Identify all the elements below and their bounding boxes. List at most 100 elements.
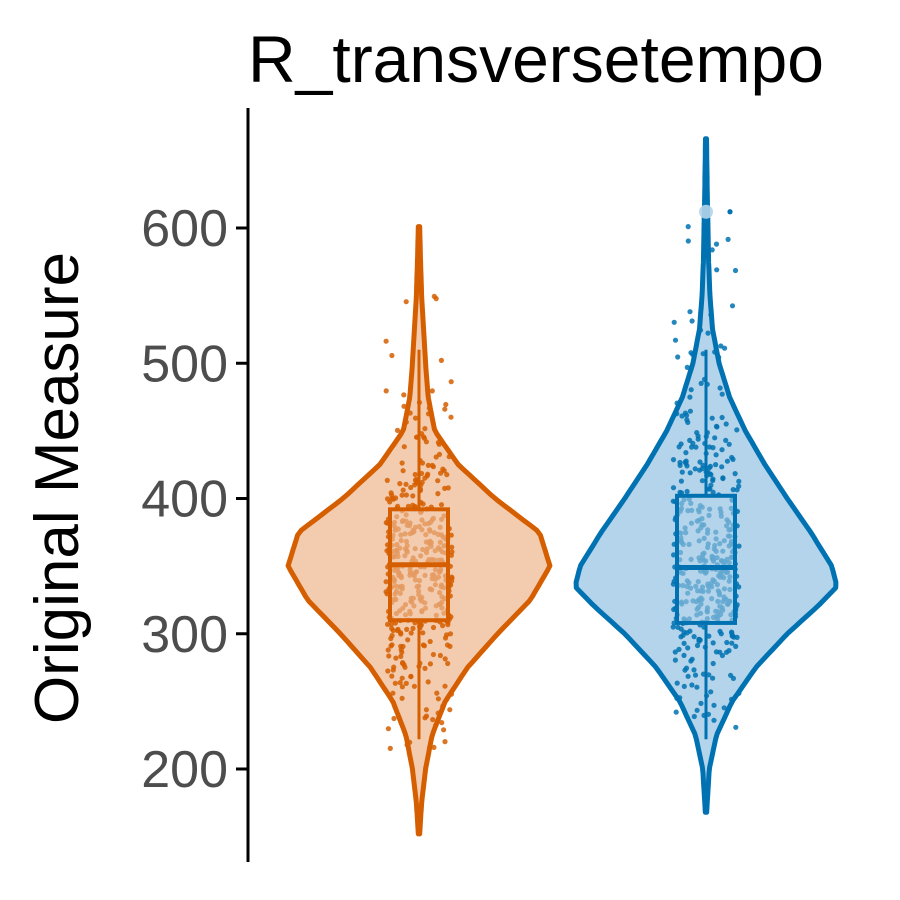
data-point	[410, 626, 415, 631]
data-point	[734, 427, 739, 432]
data-point	[711, 718, 716, 723]
data-point	[428, 661, 433, 666]
data-point	[689, 682, 694, 687]
data-point	[710, 676, 715, 681]
data-point	[730, 303, 735, 308]
data-point	[716, 355, 721, 360]
data-point	[413, 472, 418, 477]
data-point	[685, 645, 690, 650]
data-point	[733, 268, 738, 273]
data-point	[698, 328, 703, 333]
data-point	[720, 476, 725, 481]
data-point	[710, 476, 715, 481]
data-point	[712, 435, 717, 440]
data-point	[686, 238, 691, 243]
data-point	[724, 421, 729, 426]
data-point	[673, 649, 678, 654]
data-point	[445, 661, 450, 666]
data-point	[717, 650, 722, 655]
data-point	[679, 441, 684, 446]
data-point	[725, 459, 730, 464]
data-point	[727, 209, 732, 214]
data-point	[733, 471, 738, 476]
data-point	[393, 656, 398, 661]
data-point	[430, 388, 435, 393]
data-point	[444, 697, 449, 702]
data-point	[679, 413, 684, 418]
box-iqr	[677, 496, 735, 623]
data-point	[422, 666, 427, 671]
data-point	[401, 392, 406, 397]
data-point	[711, 703, 716, 708]
data-point	[718, 385, 723, 390]
violins	[288, 139, 836, 834]
data-point	[679, 479, 684, 484]
data-point	[707, 444, 712, 449]
data-point	[389, 493, 394, 498]
data-point	[442, 684, 447, 689]
data-point	[729, 455, 734, 460]
data-point	[404, 299, 409, 304]
data-point	[432, 294, 437, 299]
data-point	[677, 695, 682, 700]
data-point	[686, 674, 691, 679]
data-point	[729, 697, 734, 702]
y-tick-label: 500	[141, 335, 228, 393]
data-point	[686, 224, 691, 229]
data-point	[431, 652, 436, 657]
data-point	[391, 665, 396, 670]
data-point	[685, 420, 690, 425]
data-point	[426, 411, 431, 416]
data-point	[711, 640, 716, 645]
data-point	[687, 438, 692, 443]
data-point	[445, 642, 450, 647]
data-point	[729, 630, 734, 635]
data-point	[400, 696, 405, 701]
data-point	[694, 430, 699, 435]
data-point	[687, 309, 692, 314]
data-point	[677, 460, 682, 465]
data-point	[442, 468, 447, 473]
data-point	[384, 388, 389, 393]
data-point	[442, 739, 447, 744]
data-point	[398, 680, 403, 685]
data-point	[401, 468, 406, 473]
data-point	[402, 444, 407, 449]
data-point	[403, 482, 408, 487]
data-point	[433, 723, 438, 728]
data-point	[398, 644, 403, 649]
data-point	[386, 653, 391, 658]
data-point	[710, 247, 715, 252]
data-point	[420, 630, 425, 635]
data-point	[685, 365, 690, 370]
data-point	[436, 696, 441, 701]
data-point	[401, 488, 406, 493]
data-point	[708, 689, 713, 694]
data-point	[724, 640, 729, 645]
data-point	[389, 642, 394, 647]
data-point	[442, 407, 447, 412]
y-tick-label: 400	[141, 471, 228, 529]
data-point	[408, 485, 413, 490]
data-point	[683, 450, 688, 455]
data-point	[420, 460, 425, 465]
data-point	[673, 658, 678, 663]
data-point	[397, 481, 402, 486]
y-tick-label: 200	[141, 741, 228, 799]
data-point	[410, 493, 415, 498]
data-point	[400, 660, 405, 665]
data-point	[736, 479, 741, 484]
data-point	[422, 426, 427, 431]
data-point	[395, 428, 400, 433]
data-point	[405, 637, 410, 642]
data-point	[408, 674, 413, 679]
outlier-point	[699, 205, 713, 219]
data-point	[402, 665, 407, 670]
data-point	[404, 627, 409, 632]
data-point	[401, 404, 406, 409]
data-point	[726, 648, 731, 653]
data-point	[697, 468, 702, 473]
data-point	[389, 622, 394, 627]
data-point	[720, 392, 725, 397]
